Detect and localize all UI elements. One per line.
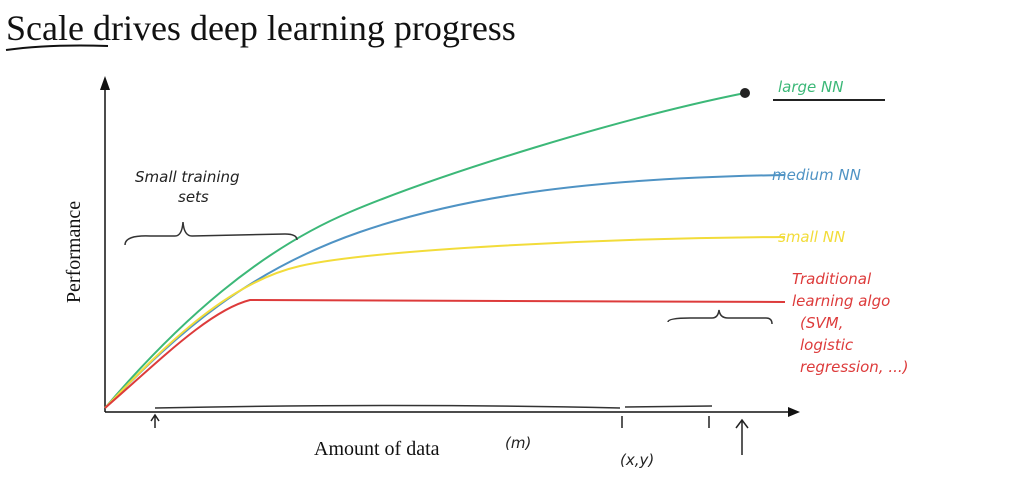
xy-annotation: (x,y) <box>620 451 654 469</box>
curve-small-nn <box>104 236 786 409</box>
data-arrows <box>154 404 713 409</box>
y-axis-label: Performance <box>63 201 85 303</box>
curve-medium-nn <box>104 174 786 409</box>
curve-large-nn <box>104 92 746 409</box>
brace <box>124 221 298 246</box>
annotation-text: Small training <box>135 168 240 186</box>
small-training-sets: Small training sets <box>135 168 240 206</box>
slide-title: Scale drives deep learning progress <box>6 8 516 48</box>
y-arrow <box>100 76 110 90</box>
curve-label: learning algo <box>792 292 890 310</box>
tick-arrows <box>150 413 749 455</box>
curve-label: medium NN <box>772 166 861 184</box>
x-arrow <box>788 407 800 417</box>
x-axis-label: Amount of data <box>314 438 440 460</box>
brace <box>667 309 773 325</box>
curve-label: small NN <box>778 228 845 246</box>
annotation-text: sets <box>178 188 209 206</box>
curve-label: regression, ...) <box>800 358 909 376</box>
curve-label: logistic <box>800 336 854 354</box>
title-underline <box>5 44 109 51</box>
curve-labels: large NN medium NN small NN Traditional lear… <box>772 78 909 376</box>
m-annotation: (m) <box>505 434 531 452</box>
curve-traditional <box>104 298 786 409</box>
marker <box>740 88 750 98</box>
curve-label: Traditional <box>792 270 872 288</box>
curve-label: large NN <box>778 78 844 96</box>
curve-label: (SVM, <box>800 314 843 332</box>
